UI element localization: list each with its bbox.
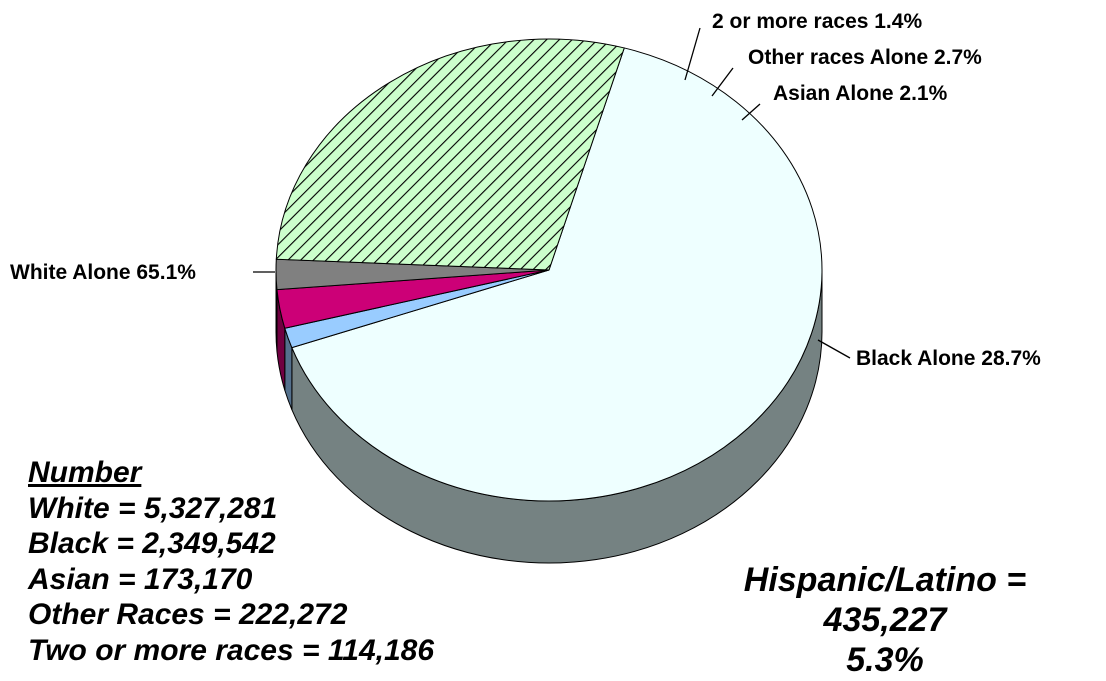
number-line-two-or-more: Two or more races = 114,186 (28, 633, 435, 667)
number-line-black: Black = 2,349,542 (28, 527, 276, 560)
pie-slice-white-alone (291, 47, 823, 502)
slice-label-other-races-alone: Other races Alone 2.7% (748, 46, 982, 69)
pie-top-layer (275, 38, 823, 502)
number-line-white: White = 5,327,281 (28, 491, 278, 525)
slice-label-white-alone: White Alone 65.1% (10, 261, 196, 284)
leader-line-other-races-alone (711, 67, 734, 97)
pie-slice-black-alone (275, 38, 625, 271)
hispanic-count: 435,227 (823, 601, 947, 639)
number-summary: Number White = 5,327,281 Black = 2,349,5… (28, 455, 434, 668)
number-heading: Number (28, 456, 142, 489)
hispanic-latino-summary: Hispanic/Latino = 435,227 5.3% (700, 560, 1070, 680)
number-line-asian: Asian = 173,170 (28, 562, 253, 596)
leader-line-asian-alone (741, 103, 761, 121)
leader-line-black-alone (817, 339, 851, 359)
hispanic-label: Hispanic/Latino = (743, 561, 1027, 599)
pie-label-layer: White Alone 65.1% 2 or more races 1.4% Oth… (10, 10, 1041, 370)
number-line-other-races: Other Races = 222,272 (28, 598, 348, 631)
hispanic-percent: 5.3% (846, 641, 924, 679)
slice-label-black-alone: Black Alone 28.7% (856, 347, 1041, 370)
slice-label-asian-alone: Asian Alone 2.1% (773, 82, 948, 105)
leader-line-2-or-more-races (684, 27, 701, 81)
slice-label-2-or-more-races: 2 or more races 1.4% (712, 10, 922, 33)
